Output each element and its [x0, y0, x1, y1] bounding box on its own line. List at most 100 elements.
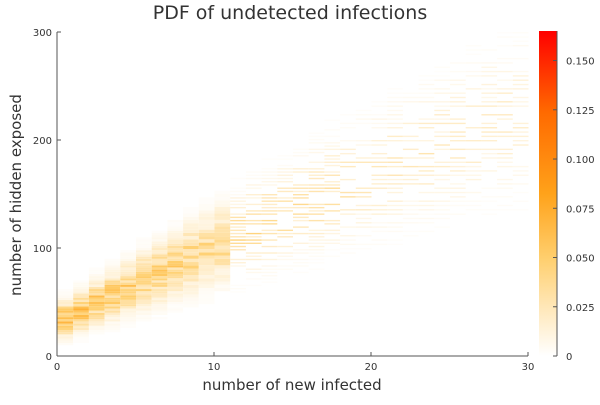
- heatmap-cell: [167, 302, 184, 305]
- heatmap-cell: [324, 223, 341, 225]
- heatmap-cell: [355, 114, 372, 116]
- heatmap-cell: [465, 148, 482, 151]
- heatmap-cell: [308, 229, 325, 232]
- heatmap-cell: [340, 140, 356, 142]
- heatmap-cell: [355, 235, 372, 237]
- heatmap-cell: [465, 209, 482, 211]
- heatmap-cell: [324, 119, 341, 121]
- heatmap-cell: [261, 171, 278, 173]
- heatmap-cell: [324, 158, 341, 160]
- heatmap-cell: [88, 314, 105, 318]
- heatmap-cell: [481, 122, 498, 125]
- heatmap-cell: [214, 203, 231, 207]
- heatmap-cell: [293, 262, 309, 264]
- heatmap-cell: [293, 232, 309, 235]
- heatmap-cell: [245, 258, 262, 261]
- heatmap-cell: [104, 314, 121, 318]
- heatmap-cell: [120, 250, 136, 253]
- heatmap-cell: [136, 302, 152, 305]
- heatmap-cell: [450, 196, 466, 198]
- heatmap-cell: [104, 289, 121, 292]
- heatmap-cell: [136, 291, 152, 294]
- heatmap-cell: [136, 297, 152, 300]
- heatmap-cell: [245, 177, 262, 180]
- heatmap-cell: [88, 312, 105, 315]
- heatmap-cell: [387, 222, 403, 224]
- heatmap-cell: [402, 200, 419, 202]
- heatmap-cell: [120, 312, 136, 315]
- heatmap-cell: [88, 306, 105, 309]
- heatmap-cell: [261, 197, 278, 199]
- heatmap-cell: [293, 258, 309, 261]
- heatmap-cell: [57, 340, 74, 344]
- heatmap-cell: [434, 109, 450, 112]
- heatmap-cell: [57, 299, 74, 302]
- heatmap-cell: [214, 197, 231, 201]
- heatmap-cell: [120, 323, 136, 326]
- heatmap-cell: [136, 269, 152, 272]
- heatmap-cell: [355, 222, 372, 224]
- heatmap-cell: [167, 269, 184, 272]
- heatmap-cell: [245, 219, 262, 222]
- heatmap-cell: [167, 260, 184, 264]
- heatmap-cell: [88, 278, 105, 281]
- heatmap-cell: [512, 70, 529, 73]
- heatmap-cell: [355, 191, 372, 194]
- heatmap-cell: [340, 226, 356, 228]
- heatmap-cell: [136, 310, 152, 313]
- heatmap-cell: [434, 209, 450, 211]
- heatmap-cell: [167, 273, 184, 277]
- heatmap-cell: [151, 252, 168, 255]
- heatmap-cell: [198, 203, 215, 207]
- heatmap-cell: [73, 289, 89, 292]
- heatmap-cell: [497, 101, 513, 103]
- heatmap-cell: [497, 114, 513, 116]
- heatmap-cell: [481, 131, 498, 133]
- heatmap-cell: [497, 135, 513, 138]
- heatmap-cell: [73, 295, 89, 298]
- heatmap-cell: [136, 245, 152, 248]
- heatmap-cell: [371, 239, 388, 241]
- heatmap-cell: [340, 209, 356, 211]
- heatmap-cell: [104, 321, 121, 324]
- heatmap-cell: [167, 232, 184, 236]
- heatmap-cell: [136, 286, 152, 290]
- heatmap-cell: [104, 293, 121, 296]
- heatmap-cell: [450, 105, 466, 107]
- heatmap-cell: [198, 216, 215, 220]
- heatmap-cell: [120, 278, 136, 281]
- heatmap-cell: [371, 140, 388, 142]
- heatmap-cell: [230, 258, 246, 261]
- heatmap-cell: [151, 265, 168, 268]
- heatmap-cell: [73, 306, 89, 309]
- heatmap-cell: [402, 157, 419, 159]
- heatmap-cell: [387, 243, 403, 246]
- heatmap-cell: [245, 174, 262, 176]
- heatmap-cell: [450, 183, 466, 185]
- heatmap-cell: [402, 222, 419, 224]
- heatmap-cell: [136, 271, 152, 274]
- heatmap-cell: [151, 260, 168, 264]
- heatmap-cell: [73, 310, 89, 313]
- heatmap-cell: [151, 302, 168, 305]
- heatmap-cell: [481, 140, 498, 142]
- heatmap-cell: [198, 297, 215, 301]
- heatmap-cell: [434, 101, 450, 103]
- heatmap-cell: [136, 258, 152, 261]
- heatmap-cell: [402, 204, 419, 207]
- heatmap-cell: [183, 300, 199, 305]
- heatmap-cell: [355, 118, 372, 120]
- heatmap-cell: [340, 243, 356, 246]
- heatmap-cell: [214, 252, 231, 256]
- heatmap-cell: [308, 135, 325, 138]
- heatmap-cell: [355, 196, 372, 198]
- heatmap-cell: [387, 109, 403, 112]
- heatmap-cell: [183, 262, 199, 266]
- heatmap-cell: [355, 226, 372, 228]
- heatmap-cell: [167, 291, 184, 294]
- heatmap-cell: [136, 306, 152, 309]
- heatmap-cell: [198, 200, 215, 204]
- heatmap-cell: [104, 317, 121, 320]
- heatmap-cell: [261, 200, 278, 202]
- heatmap-cell: [245, 194, 262, 196]
